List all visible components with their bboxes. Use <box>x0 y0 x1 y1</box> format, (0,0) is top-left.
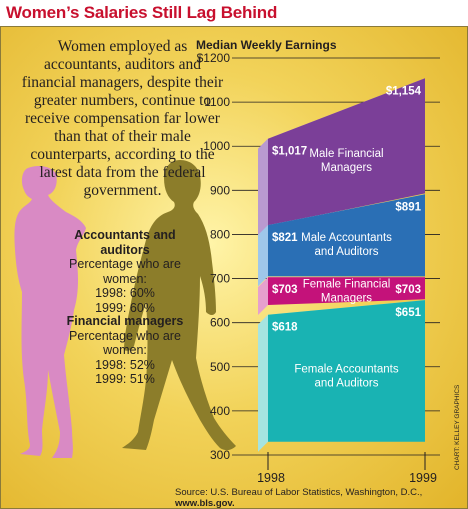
silhouettes <box>14 160 236 458</box>
stat-heading: Financial managers <box>66 314 184 328</box>
source-text: Source: U.S. Bureau of Labor Statistics,… <box>175 487 423 498</box>
stat-1999: 1999: 60% <box>95 300 155 315</box>
y-tick-label: 300 <box>210 448 230 462</box>
series-band <box>268 300 425 442</box>
value-label-1999: $703 <box>395 284 421 296</box>
value-label-1999: $1,154 <box>386 85 422 97</box>
series-band <box>268 194 425 277</box>
y-tick-label: 600 <box>210 316 230 330</box>
value-label-1999: $651 <box>395 307 421 319</box>
band-side <box>258 314 268 452</box>
x-axis: 1998 1999 <box>257 452 437 485</box>
series-name: Female Financial <box>303 279 391 291</box>
stat-1999: 1999: 51% <box>95 372 155 386</box>
y-tick-label: 900 <box>210 183 230 197</box>
man-silhouette-icon <box>122 160 236 451</box>
y-tick-label: 1000 <box>203 139 230 153</box>
stat-heading: Accountants and auditors <box>74 228 176 257</box>
value-label-1998: $1,017 <box>272 146 307 158</box>
series-band <box>268 277 425 306</box>
band-side <box>258 225 268 287</box>
stat-label: Percentage who are women: <box>69 328 181 358</box>
stat-accountants: Accountants and auditors Percentage who … <box>55 228 195 315</box>
value-label-1998: $821 <box>272 232 298 244</box>
value-label-1999: $891 <box>395 201 421 213</box>
title-bar: Women’s Salaries Still Lag Behind <box>0 0 468 26</box>
intro-paragraph: Women employed as accountants, auditors … <box>21 38 224 199</box>
value-labels: $1,017 $1,154 $821 $891 $703 $703 $618 $651 <box>272 85 422 333</box>
stat-financial-managers: Financial managers Percentage who are wo… <box>55 314 195 387</box>
y-tick-label: 400 <box>210 404 230 418</box>
stat-label: Percentage who are women: <box>69 257 181 286</box>
series-bands <box>258 78 425 452</box>
y-tick-label: 800 <box>210 227 230 241</box>
x-tick-label: 1998 <box>257 471 285 485</box>
band-side <box>258 138 268 236</box>
series-name: Male Financial <box>309 148 383 160</box>
source-note: Source: U.S. Bureau of Labor Statistics,… <box>175 487 468 509</box>
series-name: Female Accountants <box>294 364 398 376</box>
y-tick-label: 500 <box>210 360 230 374</box>
y-tick-label: $1200 <box>197 51 231 65</box>
series-band <box>268 78 425 226</box>
x-tick-label: 1999 <box>409 471 437 485</box>
frame-border <box>0 26 468 509</box>
stat-1998: 1998: 52% <box>95 357 155 372</box>
y-axis-ticks: $1200 1100 1000 900 800 700 600 500 400 300 <box>197 51 231 462</box>
value-label-1998: $703 <box>272 284 298 296</box>
series-name: and Auditors <box>315 378 379 390</box>
y-tick-label: 1100 <box>204 95 230 109</box>
y-tick-label: 700 <box>210 272 230 286</box>
series-name: Managers <box>321 162 372 174</box>
series-name: and Auditors <box>315 246 379 258</box>
series-name: Male Accountants <box>301 232 392 244</box>
series-labels: Male Financial Managers Male Accountants an… <box>294 148 398 390</box>
value-label-1998: $618 <box>272 322 298 334</box>
series-name: Managers <box>321 293 372 305</box>
stat-1998: 1998: 60% <box>95 286 155 300</box>
chart-title: Median Weekly Earnings <box>196 38 337 52</box>
page-title: Women’s Salaries Still Lag Behind <box>6 3 278 22</box>
woman-silhouette-icon <box>14 166 87 458</box>
source-url: www.bls.gov. <box>175 498 235 509</box>
